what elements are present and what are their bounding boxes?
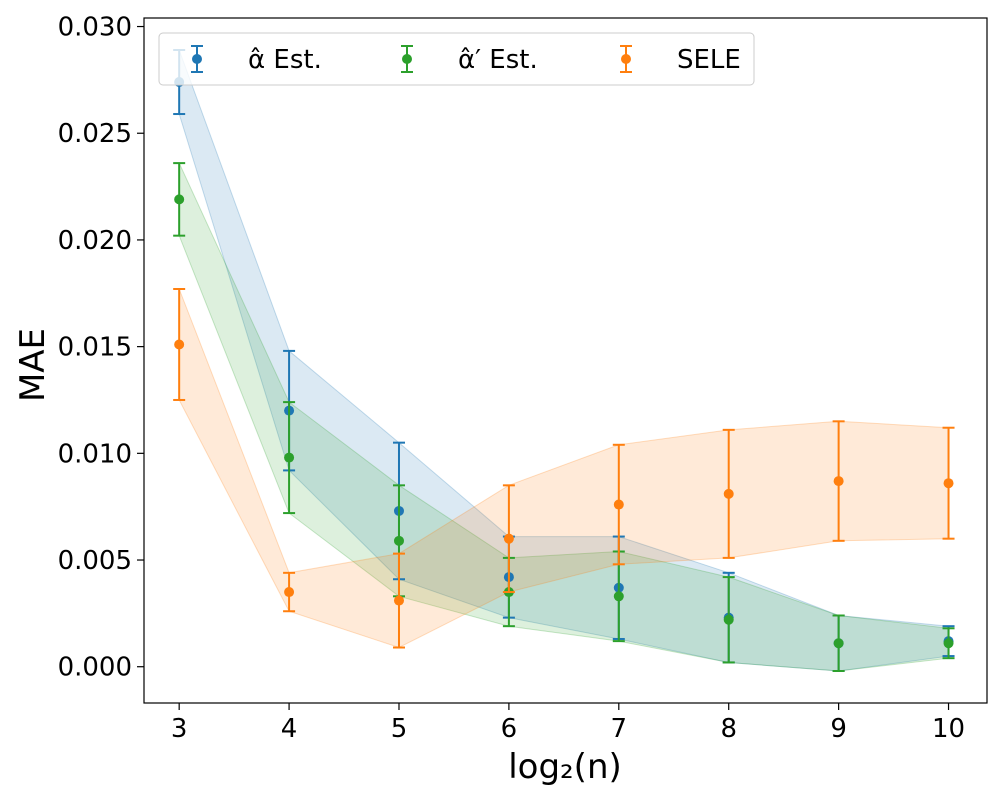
legend-entry-3: SELE xyxy=(620,45,741,75)
legend-entry-1: α̂ Est. xyxy=(191,45,322,75)
axes: 3 4 5 6 7 8 9 10 0.000 0.005 0.010 0.015 0.020 0.025… xyxy=(13,13,988,787)
y-axis-ticks: 0.000 0.005 0.010 0.015 0.020 0.025 0.030 xyxy=(58,13,144,683)
data-point xyxy=(393,535,404,546)
data-point xyxy=(393,595,404,606)
series-3-marks xyxy=(173,288,955,649)
error-bars xyxy=(173,49,955,672)
x-axis-ticks: 3 4 5 6 7 8 9 10 xyxy=(171,703,965,744)
legend-marker xyxy=(402,54,412,64)
x-tick-label: 8 xyxy=(720,714,737,744)
data-point xyxy=(613,591,624,602)
legend-entry-2: α̂′ Est. xyxy=(401,45,538,75)
data-point xyxy=(723,488,734,499)
x-tick-label: 3 xyxy=(171,714,188,744)
y-tick-label: 0.030 xyxy=(58,13,132,43)
y-tick-label: 0.025 xyxy=(58,119,132,149)
x-tick-label: 4 xyxy=(281,714,298,744)
legend-marker xyxy=(621,54,631,64)
legend-box xyxy=(158,32,755,86)
x-tick-label: 5 xyxy=(391,714,408,744)
y-tick-label: 0.005 xyxy=(58,546,132,576)
legend-label: α̂ Est. xyxy=(248,45,322,75)
data-point xyxy=(833,638,844,649)
data-point xyxy=(174,339,185,350)
data-point xyxy=(284,587,295,598)
y-tick-label: 0.015 xyxy=(58,333,132,363)
x-tick-label: 7 xyxy=(611,714,628,744)
legend-marker xyxy=(192,54,202,64)
data-point xyxy=(174,194,185,205)
series-2-marks xyxy=(173,162,955,672)
data-point xyxy=(284,452,295,463)
confidence-bands xyxy=(178,49,949,672)
x-tick-label: 10 xyxy=(932,714,965,744)
data-point xyxy=(943,638,954,649)
y-axis-label: MAE xyxy=(13,328,53,402)
data-point xyxy=(723,614,734,625)
y-tick-label: 0.000 xyxy=(58,653,132,683)
x-tick-label: 9 xyxy=(830,714,847,744)
data-point xyxy=(613,499,624,510)
legend-label: α̂′ Est. xyxy=(458,45,538,75)
x-axis-label: log₂(n) xyxy=(508,747,622,787)
y-tick-label: 0.020 xyxy=(58,226,132,256)
legend-label: SELE xyxy=(677,45,741,75)
data-point xyxy=(503,533,514,544)
legend: α̂ Est. α̂′ Est. SELE xyxy=(158,32,755,86)
y-tick-label: 0.010 xyxy=(58,439,132,469)
plot-frame xyxy=(143,17,988,704)
x-tick-label: 6 xyxy=(501,714,518,744)
data-point xyxy=(833,476,844,487)
data-point xyxy=(943,478,954,489)
